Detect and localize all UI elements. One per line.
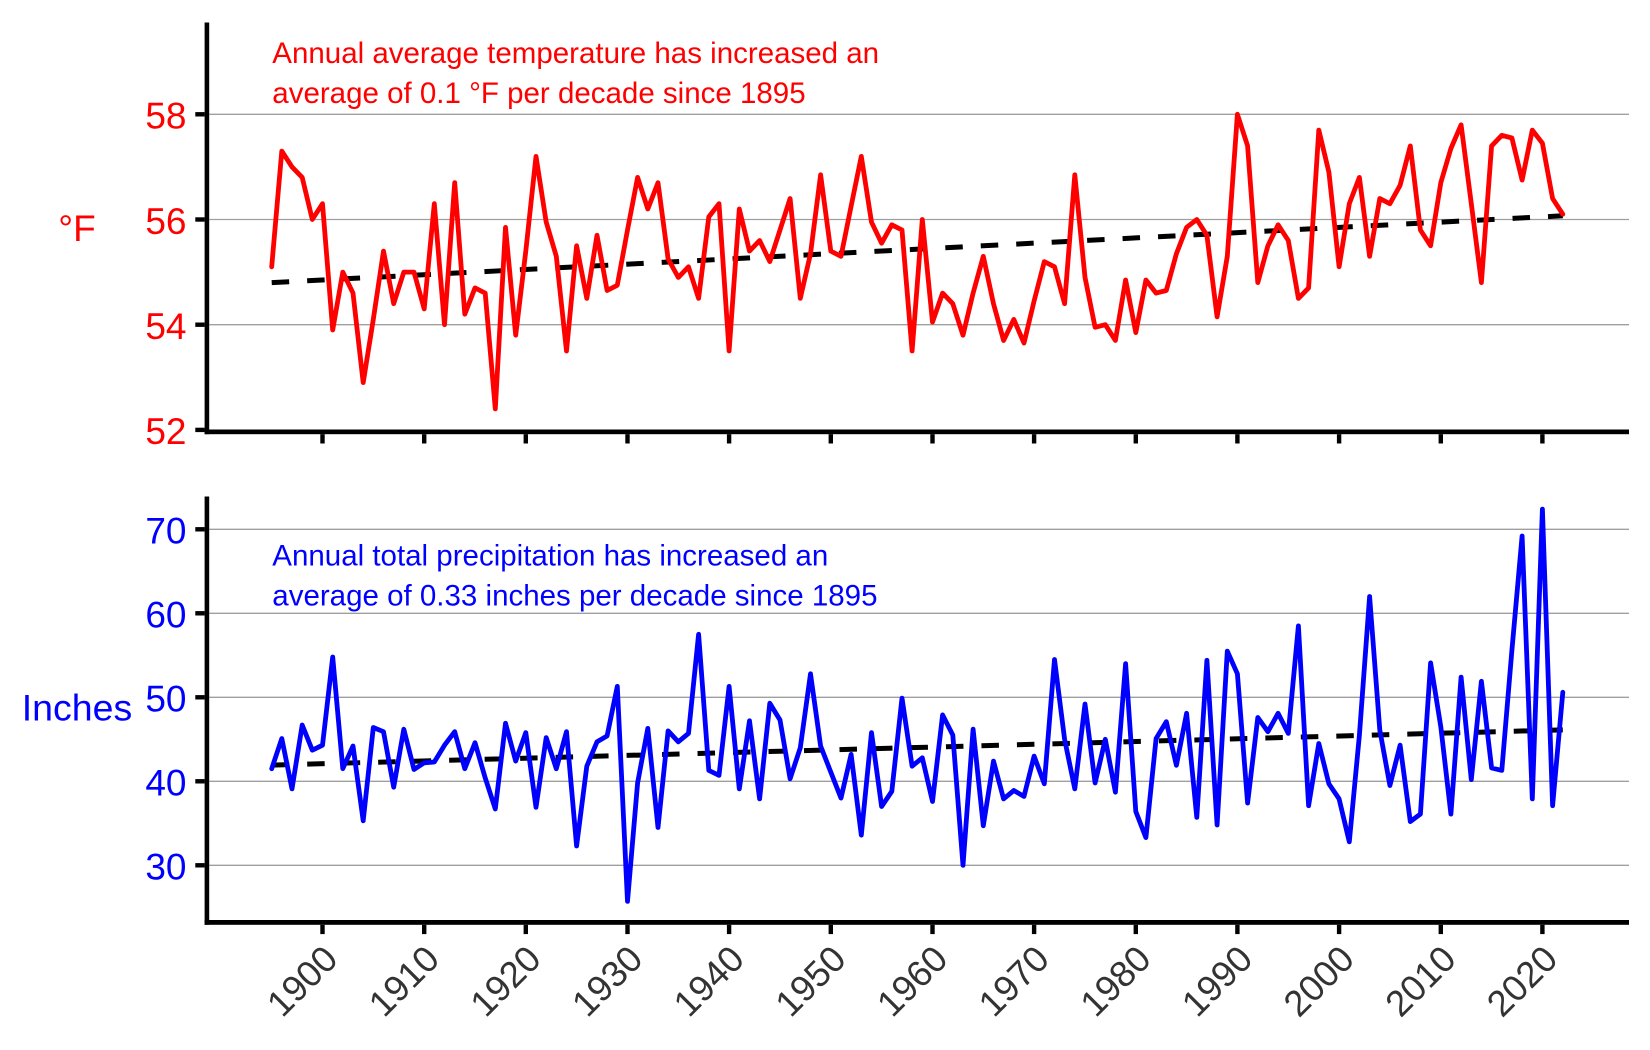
- svg-text:average of 0.33 inches per dec: average of 0.33 inches per decade since …: [272, 579, 877, 612]
- svg-text:52: 52: [145, 411, 186, 452]
- svg-text:58: 58: [145, 96, 186, 137]
- svg-text:50: 50: [145, 679, 186, 720]
- svg-text:40: 40: [145, 763, 186, 804]
- svg-text:Annual average temperature has: Annual average temperature has increased…: [272, 37, 879, 70]
- svg-text:60: 60: [145, 595, 186, 636]
- svg-text:30: 30: [145, 847, 186, 888]
- svg-text:average of 0.1 °F per decade s: average of 0.1 °F per decade since 1895: [272, 77, 805, 110]
- svg-text:56: 56: [145, 201, 186, 242]
- svg-text:°F: °F: [58, 208, 95, 249]
- svg-text:54: 54: [145, 306, 186, 347]
- svg-text:Annual total precipitation has: Annual total precipitation has increased…: [272, 540, 828, 573]
- svg-text:Inches: Inches: [22, 687, 133, 729]
- svg-text:70: 70: [145, 511, 186, 552]
